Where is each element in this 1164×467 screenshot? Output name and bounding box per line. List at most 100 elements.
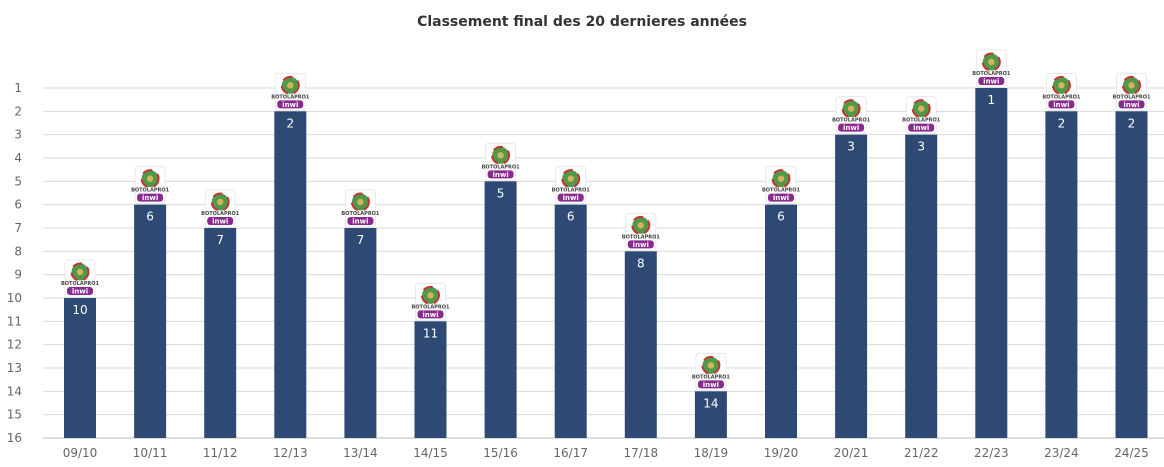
svg-text:BOTOLAPRO1: BOTOLAPRO1	[972, 71, 1011, 77]
svg-text:BOTOLAPRO1: BOTOLAPRO1	[131, 188, 170, 194]
svg-text:BOTOLAPRO1: BOTOLAPRO1	[762, 188, 801, 194]
bar	[905, 134, 938, 438]
bar-value-label: 3	[847, 140, 855, 154]
x-tick-label: 22/23	[974, 446, 1009, 460]
svg-text:BOTOLAPRO1: BOTOLAPRO1	[482, 164, 521, 170]
svg-text:BOTOLAPRO1: BOTOLAPRO1	[411, 304, 450, 310]
x-tick-label: 09/10	[63, 446, 98, 460]
svg-text:BOTOLAPRO1: BOTOLAPRO1	[832, 118, 871, 124]
y-tick-label: 3	[14, 128, 22, 142]
svg-text:BOTOLAPRO1: BOTOLAPRO1	[902, 118, 941, 124]
bar-value-label: 6	[777, 210, 785, 224]
bar-value-label: 10	[72, 303, 87, 317]
bar-value-label: 2	[1128, 116, 1136, 130]
svg-text:inwi: inwi	[773, 194, 789, 202]
y-tick-label: 7	[14, 221, 22, 235]
svg-text:inwi: inwi	[633, 241, 649, 249]
bar-value-label: 8	[637, 256, 645, 270]
x-tick-label: 14/15	[413, 446, 448, 460]
svg-text:inwi: inwi	[1123, 101, 1139, 109]
y-tick-label: 1	[14, 81, 22, 95]
bar-value-label: 3	[917, 140, 925, 154]
x-tick-label: 19/20	[764, 446, 799, 460]
y-tick-label: 4	[14, 151, 22, 165]
y-tick-label: 8	[14, 244, 22, 258]
y-tick-label: 6	[14, 198, 22, 212]
y-tick-label: 12	[7, 338, 22, 352]
y-tick-label: 16	[7, 431, 22, 445]
svg-text:BOTOLAPRO1: BOTOLAPRO1	[692, 374, 731, 380]
x-tick-label: 18/19	[694, 446, 729, 460]
svg-text:inwi: inwi	[703, 381, 719, 389]
svg-text:BOTOLAPRO1: BOTOLAPRO1	[622, 234, 661, 240]
bar	[975, 88, 1008, 438]
x-tick-label: 10/11	[133, 446, 168, 460]
x-tick-label: 13/14	[343, 446, 378, 460]
svg-text:inwi: inwi	[142, 194, 158, 202]
x-tick-label: 12/13	[273, 446, 308, 460]
y-tick-label: 2	[14, 104, 22, 118]
svg-text:inwi: inwi	[352, 218, 368, 226]
bar	[64, 298, 96, 438]
y-tick-label: 14	[7, 384, 22, 398]
svg-text:BOTOLAPRO1: BOTOLAPRO1	[271, 94, 310, 100]
x-tick-label: 16/17	[553, 446, 588, 460]
svg-text:inwi: inwi	[913, 124, 929, 132]
y-tick-label: 5	[14, 174, 22, 188]
svg-text:BOTOLAPRO1: BOTOLAPRO1	[341, 211, 380, 217]
bar-value-label: 7	[216, 233, 224, 247]
x-tick-label: 17/18	[624, 446, 659, 460]
y-tick-label: 15	[7, 408, 22, 422]
svg-text:inwi: inwi	[563, 194, 579, 202]
bar-value-label: 2	[286, 116, 294, 130]
chart-title: Classement final des 20 dernieres années	[417, 14, 747, 30]
svg-text:BOTOLAPRO1: BOTOLAPRO1	[201, 211, 240, 217]
svg-text:BOTOLAPRO1: BOTOLAPRO1	[1112, 94, 1151, 100]
x-tick-label: 23/24	[1044, 446, 1079, 460]
y-tick-label: 11	[7, 314, 22, 328]
x-tick-label: 20/21	[834, 446, 869, 460]
svg-text:BOTOLAPRO1: BOTOLAPRO1	[61, 281, 100, 287]
x-tick-label: 24/25	[1114, 446, 1149, 460]
bar	[835, 134, 868, 438]
svg-text:inwi: inwi	[422, 311, 438, 319]
svg-text:inwi: inwi	[72, 288, 88, 296]
y-tick-label: 10	[7, 291, 22, 305]
bar	[134, 204, 167, 438]
bar-value-label: 6	[146, 210, 154, 224]
bar-value-label: 7	[357, 233, 365, 247]
bar	[694, 391, 727, 438]
svg-text:inwi: inwi	[282, 101, 298, 109]
bar	[624, 251, 657, 438]
bar	[1115, 111, 1148, 438]
svg-text:inwi: inwi	[983, 78, 999, 86]
svg-text:BOTOLAPRO1: BOTOLAPRO1	[552, 188, 591, 194]
bar	[765, 204, 797, 438]
bar-value-label: 1	[987, 93, 995, 107]
svg-text:inwi: inwi	[1053, 101, 1069, 109]
